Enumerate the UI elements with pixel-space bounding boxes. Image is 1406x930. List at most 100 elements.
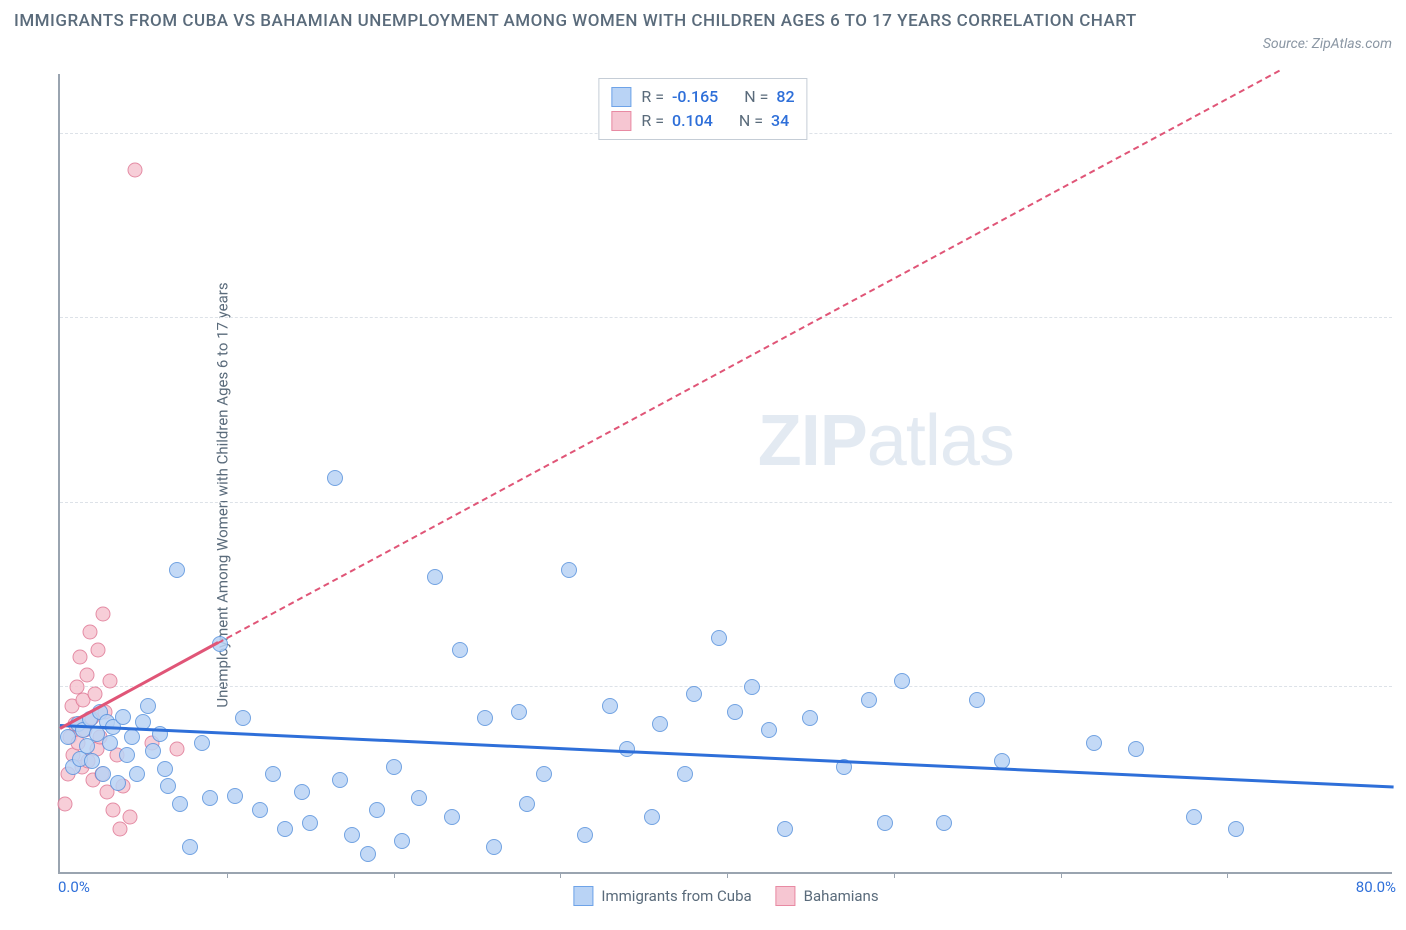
- data-point-bahamians: [106, 803, 121, 818]
- watermark-zip: ZIP: [758, 401, 867, 481]
- data-point-cuba: [202, 790, 218, 806]
- data-point-cuba: [1228, 821, 1244, 837]
- data-point-cuba: [727, 704, 743, 720]
- data-point-cuba: [302, 815, 318, 831]
- chart-header: IMMIGRANTS FROM CUBA VS BAHAMIAN UNEMPLO…: [14, 8, 1392, 35]
- data-point-bahamians: [88, 686, 103, 701]
- r-value-cuba: -0.165: [672, 85, 718, 109]
- data-point-cuba: [877, 815, 893, 831]
- data-point-cuba: [802, 710, 818, 726]
- r-label: R =: [641, 109, 664, 133]
- data-point-cuba: [265, 766, 281, 782]
- data-point-cuba: [777, 821, 793, 837]
- r-label: R =: [641, 85, 664, 109]
- data-point-cuba: [119, 747, 135, 763]
- data-point-cuba: [511, 704, 527, 720]
- x-tick: [227, 872, 228, 878]
- data-point-cuba: [332, 772, 348, 788]
- data-point-bahamians: [128, 163, 143, 178]
- data-point-cuba: [344, 827, 360, 843]
- data-point-cuba: [686, 686, 702, 702]
- data-point-cuba: [677, 766, 693, 782]
- chart-title: IMMIGRANTS FROM CUBA VS BAHAMIAN UNEMPLO…: [14, 8, 1164, 35]
- data-point-cuba: [894, 673, 910, 689]
- n-value-cuba: 82: [776, 85, 794, 109]
- data-point-cuba: [102, 735, 118, 751]
- gridline: [60, 502, 1392, 503]
- data-point-bahamians: [58, 797, 73, 812]
- data-point-bahamians: [169, 741, 184, 756]
- data-point-cuba: [577, 827, 593, 843]
- data-point-cuba: [444, 809, 460, 825]
- data-point-bahamians: [96, 606, 111, 621]
- data-point-cuba: [652, 716, 668, 732]
- data-point-cuba: [711, 630, 727, 646]
- data-point-cuba: [110, 775, 126, 791]
- legend-label-bahamians: Bahamians: [804, 887, 879, 905]
- n-value-bahamians: 34: [771, 109, 789, 133]
- data-point-cuba: [644, 809, 660, 825]
- data-point-bahamians: [103, 674, 118, 689]
- data-point-cuba: [386, 759, 402, 775]
- data-point-cuba: [124, 729, 140, 745]
- data-point-bahamians: [73, 649, 88, 664]
- n-label: N =: [744, 85, 768, 109]
- data-point-cuba: [145, 743, 161, 759]
- data-point-cuba: [477, 710, 493, 726]
- chart-area: R = -0.165 N = 82 R = 0.104 N = 34 Unemp…: [14, 74, 1392, 916]
- trend-line: [60, 724, 1394, 789]
- r-value-bahamians: 0.104: [672, 109, 713, 133]
- data-point-bahamians: [83, 625, 98, 640]
- x-axis-max: 80.0%: [1356, 878, 1396, 896]
- data-point-cuba: [536, 766, 552, 782]
- data-point-cuba: [861, 692, 877, 708]
- swatch-bahamians-icon: [611, 111, 631, 131]
- data-point-cuba: [744, 679, 760, 695]
- data-point-bahamians: [123, 809, 138, 824]
- legend-item-cuba: Immigrants from Cuba: [573, 886, 751, 906]
- data-point-bahamians: [91, 643, 106, 658]
- data-point-cuba: [157, 761, 173, 777]
- data-point-cuba: [411, 790, 427, 806]
- legend-swatch-bahamians-icon: [776, 886, 796, 906]
- swatch-cuba-icon: [611, 87, 631, 107]
- data-point-bahamians: [79, 668, 94, 683]
- trend-line: [218, 70, 1280, 644]
- data-point-cuba: [602, 698, 618, 714]
- gridline: [60, 317, 1392, 318]
- data-point-cuba: [160, 778, 176, 794]
- legend-item-bahamians: Bahamians: [776, 886, 879, 906]
- watermark: ZIPatlas: [758, 400, 1014, 482]
- data-point-cuba: [169, 562, 185, 578]
- x-tick: [394, 872, 395, 878]
- data-point-bahamians: [113, 821, 128, 836]
- data-point-cuba: [936, 815, 952, 831]
- data-point-cuba: [452, 642, 468, 658]
- series-legend: Immigrants from Cuba Bahamians: [573, 886, 878, 906]
- gridline: [60, 686, 1392, 687]
- chart-source: Source: ZipAtlas.com: [1263, 36, 1392, 52]
- data-point-cuba: [1086, 735, 1102, 751]
- stats-legend: R = -0.165 N = 82 R = 0.104 N = 34: [598, 78, 807, 140]
- data-point-cuba: [369, 802, 385, 818]
- data-point-cuba: [360, 846, 376, 862]
- legend-label-cuba: Immigrants from Cuba: [601, 887, 751, 905]
- data-point-cuba: [969, 692, 985, 708]
- data-point-cuba: [1128, 741, 1144, 757]
- n-label: N =: [739, 109, 763, 133]
- data-point-cuba: [235, 710, 251, 726]
- x-tick: [1061, 872, 1062, 878]
- data-point-cuba: [227, 788, 243, 804]
- data-point-cuba: [277, 821, 293, 837]
- data-point-cuba: [194, 735, 210, 751]
- data-point-cuba: [1186, 809, 1202, 825]
- data-point-cuba: [95, 766, 111, 782]
- data-point-cuba: [172, 796, 188, 812]
- x-tick: [1227, 872, 1228, 878]
- data-point-cuba: [182, 839, 198, 855]
- stats-legend-row-cuba: R = -0.165 N = 82: [611, 85, 794, 109]
- data-point-cuba: [427, 569, 443, 585]
- data-point-cuba: [486, 839, 502, 855]
- data-point-cuba: [129, 766, 145, 782]
- x-axis-origin: 0.0%: [58, 878, 90, 896]
